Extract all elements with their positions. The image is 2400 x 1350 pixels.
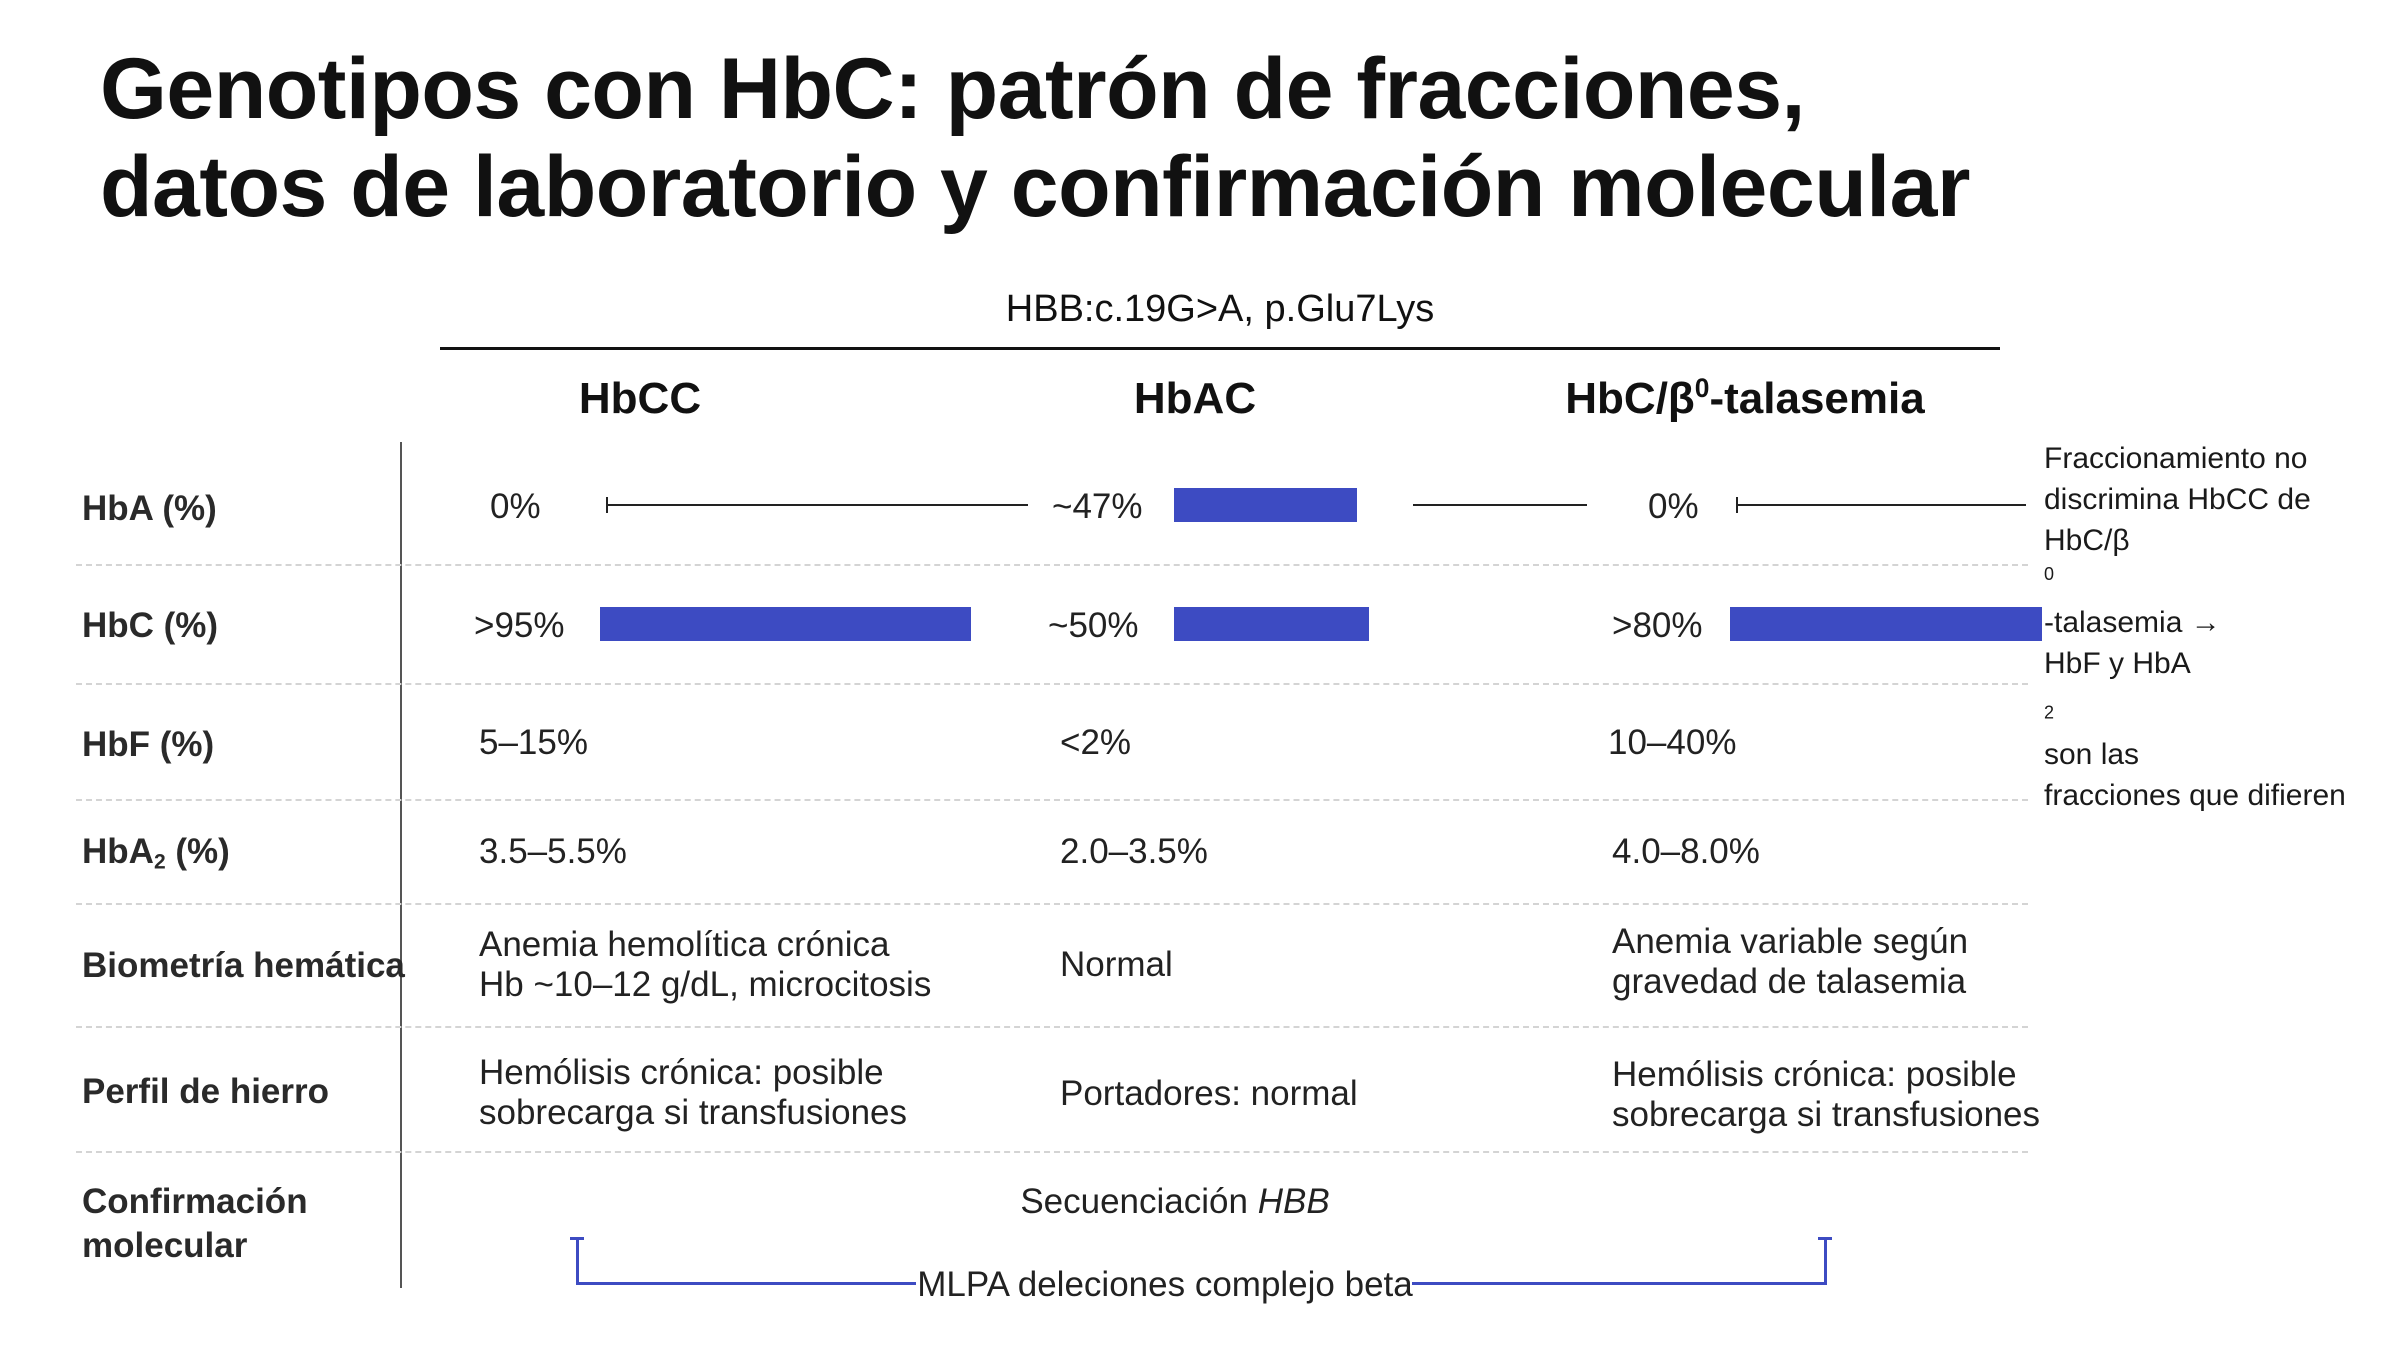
hba-connector-line xyxy=(1413,504,1587,506)
row-label-separator xyxy=(400,442,402,1288)
row-label-confirmacion-molecular: Confirmación molecular xyxy=(82,1182,308,1265)
column-header-hbac: HbAC xyxy=(1133,374,1257,423)
biometria-value-hbac: Normal xyxy=(1060,945,1173,984)
row-label-biometria: Biometría hemática xyxy=(82,946,405,985)
hba-bar-hbac xyxy=(1174,488,1357,522)
hbf-value-hbac: <2% xyxy=(1060,723,1132,762)
sequencing-label: Secuenciación HBB xyxy=(1020,1182,1330,1221)
biometria-value-hbc-beta-thal: Anemia variable según gravedad de talase… xyxy=(1612,922,1969,1001)
column-header-hbc-beta-thal: HbC/β0-talasemia xyxy=(1565,373,1925,423)
hbc-value-hbc-beta-thal: >80% xyxy=(1612,606,1703,645)
hba2-value-hbc-beta-thal: 4.0–8.0% xyxy=(1612,832,1760,871)
row-label-hba: HbA (%) xyxy=(82,489,217,528)
mlpa-bracket-right xyxy=(1824,1238,1827,1284)
title-line-2: datos de laboratorio y confirmación mole… xyxy=(100,139,1970,235)
hierro-value-hbcc: Hemólisis crónica: posible sobrecarga si… xyxy=(479,1053,907,1132)
mlpa-bracket-left xyxy=(576,1238,579,1284)
mlpa-label: MLPA deleciones complejo beta xyxy=(917,1265,1413,1304)
hba-value-hbac: ~47% xyxy=(1052,487,1143,526)
hierro-value-hbac: Portadores: normal xyxy=(1060,1074,1358,1113)
row-label-perfil-hierro: Perfil de hierro xyxy=(82,1072,330,1111)
hba-value-hbcc: 0% xyxy=(490,487,541,526)
gene-variant-label: HBB:c.19G>A, p.Glu7Lys xyxy=(1005,288,1435,330)
hbf-value-hbc-beta-thal: 10–40% xyxy=(1608,723,1737,762)
biometria-value-hbcc: Anemia hemolítica crónica Hb ~10–12 g/dL… xyxy=(479,925,932,1004)
row-divider xyxy=(76,683,2028,685)
hba-connector-line xyxy=(606,504,1028,506)
row-divider xyxy=(76,903,2028,905)
hierro-value-hbc-beta-thal: Hemólisis crónica: posible sobrecarga si… xyxy=(1612,1055,2040,1134)
hbc-bar-hbcc xyxy=(600,607,971,641)
row-divider xyxy=(76,1151,2028,1153)
title-line-1: Genotipos con HbC: patrón de fracciones, xyxy=(100,41,1805,137)
row-divider xyxy=(76,1026,2028,1028)
hba2-value-hbcc: 3.5–5.5% xyxy=(479,832,627,871)
row-label-hbc: HbC (%) xyxy=(82,606,219,645)
gene-header-rule xyxy=(440,347,2000,350)
hbc-bar-hbc-beta-thal xyxy=(1730,607,2042,641)
hbc-bar-hbac xyxy=(1174,607,1369,641)
hbc-value-hbcc: >95% xyxy=(474,606,565,645)
hba-value-hbc-beta-thal: 0% xyxy=(1648,487,1699,526)
mlpa-bracket-line-left xyxy=(576,1282,916,1285)
hbf-value-hbcc: 5–15% xyxy=(479,723,588,762)
page-title: Genotipos con HbC: patrón de fracciones,… xyxy=(100,40,2200,236)
hba-connector-line xyxy=(1736,504,2026,506)
row-label-hbf: HbF (%) xyxy=(82,725,215,764)
row-label-hba2: HbA2 (%) xyxy=(82,832,230,874)
mlpa-bracket-line-right xyxy=(1412,1282,1827,1285)
hba2-value-hbac: 2.0–3.5% xyxy=(1060,832,1208,871)
row-divider xyxy=(76,799,2028,801)
hbc-value-hbac: ~50% xyxy=(1048,606,1139,645)
column-header-hbcc: HbCC xyxy=(578,374,702,423)
side-note: Fraccionamiento no discrimina HbCC de Hb… xyxy=(2044,442,2346,812)
row-divider xyxy=(76,564,2028,566)
mlpa-bracket-cap-right xyxy=(1818,1237,1832,1240)
